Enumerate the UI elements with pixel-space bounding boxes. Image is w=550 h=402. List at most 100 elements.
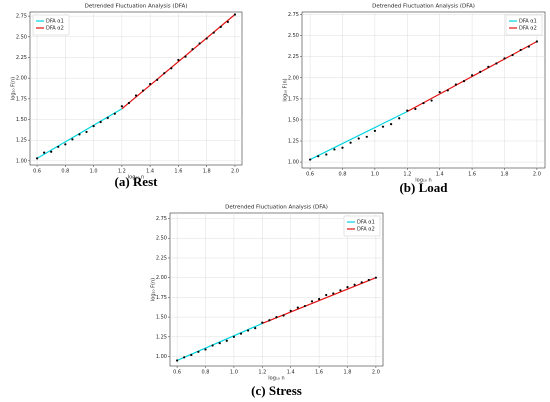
y-tick-label: 1.75 (16, 96, 27, 102)
data-point (303, 304, 306, 308)
data-point (381, 125, 385, 128)
x-tick-label: 0.6 (173, 370, 181, 376)
caption: (c) Stress (251, 383, 302, 398)
data-point (454, 83, 457, 86)
data-point (233, 13, 237, 16)
x-tick-label: 1.4 (287, 370, 295, 376)
data-point (462, 80, 466, 83)
data-point (527, 45, 530, 48)
x-tick-label: 1.8 (344, 370, 352, 376)
legend-label: DFA α2 (519, 26, 537, 32)
data-point (176, 359, 179, 362)
legend-box (343, 215, 381, 237)
data-point (374, 276, 377, 279)
y-tick-label: 1.75 (156, 295, 167, 301)
data-point (113, 112, 116, 115)
legend-label: DFA α2 (357, 227, 375, 233)
legend-box (505, 14, 543, 36)
data-point (247, 329, 250, 332)
data-point (239, 332, 243, 335)
x-tick-label: 0.8 (61, 169, 69, 175)
data-point (232, 335, 235, 338)
x-tick-label: 1.6 (174, 169, 182, 175)
x-tick-label: 2.0 (231, 169, 239, 175)
data-point (198, 42, 201, 45)
data-point (318, 297, 321, 301)
chart-title: Detrended Fluctuation Analysis (DFA) (372, 4, 475, 10)
data-point (226, 20, 229, 24)
y-tick-label: 2.50 (16, 34, 27, 40)
data-point (349, 141, 352, 144)
data-point (43, 151, 46, 154)
y-tick-label: 1.00 (288, 160, 299, 166)
subplot: 0.6 0.8 1.0 1.2 1.4 1.6 1.8 2.0 1.00 1.25 1.50 1.75… (283, 4, 546, 195)
y-tick-label: 2.00 (288, 75, 299, 81)
y-axis-label: log₁₀ F(n) (283, 78, 289, 101)
data-point (511, 53, 514, 57)
legend-label: DFA α2 (46, 26, 64, 32)
y-axis-label: log₁₀ F(n) (11, 77, 17, 100)
subplot: 0.6 0.8 1.0 1.2 1.4 1.6 1.8 2.0 1.00 1.25 1.50 1.75… (151, 205, 384, 398)
x-tick-label: 1.8 (203, 169, 211, 175)
x-tick-label: 1.0 (230, 370, 238, 376)
data-point (390, 123, 393, 126)
data-point (106, 116, 109, 119)
x-tick-label: 2.0 (533, 172, 541, 178)
data-point (71, 138, 74, 141)
y-tick-label: 1.75 (288, 96, 299, 102)
data-point (190, 353, 193, 357)
chart-title: Detrended Fluctuation Analysis (DFA) (85, 4, 188, 10)
data-point (99, 120, 102, 124)
y-tick-label: 2.50 (288, 33, 299, 39)
x-tick-label: 2.0 (372, 370, 380, 376)
data-point (149, 82, 152, 86)
data-point (406, 109, 409, 112)
data-point (205, 37, 208, 40)
data-point (134, 94, 138, 97)
data-point (177, 58, 180, 62)
data-point (64, 143, 67, 146)
data-point (282, 314, 285, 317)
subplot: 0.6 0.8 1.0 1.2 1.4 1.6 1.8 2.0 1.00 1.25 1.50 1.75… (11, 4, 243, 189)
data-point (487, 65, 490, 68)
legend-label: DFA α1 (46, 19, 64, 25)
y-tick-label: 1.50 (288, 117, 299, 123)
data-point (430, 99, 433, 102)
data-point (346, 286, 349, 289)
fit-line (309, 110, 408, 161)
y-tick-label: 1.25 (288, 139, 299, 145)
data-point (325, 153, 328, 156)
data-point (268, 319, 271, 322)
data-point (57, 145, 60, 148)
x-tick-label: 1.6 (468, 172, 476, 178)
x-tick-label: 0.8 (339, 172, 347, 178)
caption: (b) Load (399, 180, 448, 195)
data-point (184, 55, 187, 58)
data-point (503, 57, 506, 60)
y-tick-label: 2.00 (156, 275, 167, 281)
x-tick-label: 1.2 (258, 370, 266, 376)
data-point (414, 107, 417, 111)
data-point (141, 89, 145, 92)
y-tick-label: 2.25 (156, 255, 167, 261)
data-point (310, 300, 314, 303)
x-tick-label: 1.0 (371, 172, 379, 178)
x-tick-label: 0.8 (202, 370, 210, 376)
caption: (a) Rest (115, 174, 159, 189)
data-point (309, 158, 312, 161)
y-tick-label: 2.75 (16, 14, 27, 20)
data-point (127, 101, 131, 105)
data-point (471, 74, 474, 77)
data-point (495, 62, 498, 65)
data-point (398, 117, 401, 120)
legend-label: DFA α1 (519, 19, 537, 25)
data-point (438, 91, 441, 94)
data-point (373, 129, 376, 132)
data-point (163, 72, 166, 75)
data-point (339, 289, 342, 292)
x-tick-label: 1.4 (436, 172, 444, 178)
data-point (219, 25, 222, 28)
